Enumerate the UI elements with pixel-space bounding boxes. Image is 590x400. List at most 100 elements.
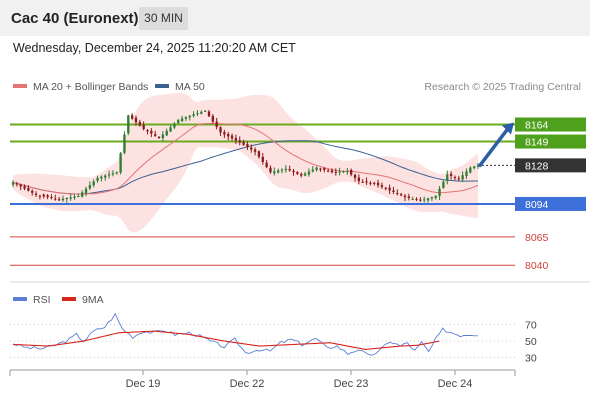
candle-body [23, 186, 26, 189]
candle-body [277, 170, 280, 173]
candle-body [380, 185, 384, 187]
candle-body [96, 177, 99, 181]
candle-body [472, 166, 476, 169]
candle-body [261, 156, 264, 162]
chart-datetime: Wednesday, December 24, 2025 11:20:20 AM… [13, 41, 296, 55]
ma50-legend-swatch [155, 84, 169, 88]
candle-body [423, 199, 426, 201]
rsi-tick-label: 70 [525, 319, 537, 331]
candle-body [311, 169, 314, 172]
candle-body [242, 141, 245, 145]
rsi-ma-legend-swatch [62, 297, 76, 301]
timeframe-button[interactable]: 30 MIN [139, 7, 188, 30]
candle-body [157, 136, 161, 139]
candle-body [73, 196, 76, 198]
candle-body [323, 167, 326, 170]
forecast-arrow-head [502, 122, 514, 135]
candle-body [215, 121, 218, 128]
candle-body [357, 177, 361, 182]
x-tick-label: Dec 19 [126, 378, 161, 390]
bollinger-band [13, 92, 478, 233]
rsi-ma-line [12, 330, 440, 350]
candle-body [426, 198, 430, 201]
candle-body [238, 140, 241, 143]
candle-body [376, 182, 380, 186]
x-tick-label: Dec 24 [438, 378, 473, 390]
candle-body [134, 117, 138, 123]
rsi-legend-label: RSI [33, 294, 51, 306]
candle-body [42, 194, 45, 197]
candle-body [257, 151, 261, 157]
candle-body [180, 118, 184, 122]
candle-body [403, 195, 407, 198]
candle-body [296, 172, 299, 174]
candle-body [346, 171, 349, 173]
candle-body [107, 174, 111, 176]
candle-body [319, 168, 322, 170]
price-tag-label-8164: 8164 [525, 120, 549, 132]
research-credit: Research © 2025 Trading Central [424, 81, 581, 93]
candle-body [453, 177, 457, 179]
candle-body [127, 115, 130, 134]
level-label-8040: 8040 [525, 260, 549, 272]
rsi-legend-swatch [13, 297, 27, 301]
candle-body [407, 196, 410, 198]
price-chart: 8164 8149 8128 8094 8065 8040 [10, 92, 586, 272]
level-label-8065: 8065 [525, 232, 549, 244]
candle-body [273, 171, 276, 174]
candle-body [31, 190, 34, 193]
price-tag-label-8149: 8149 [525, 137, 549, 149]
candle-body [77, 196, 80, 198]
candle-body [177, 119, 180, 123]
candle-body [150, 130, 153, 134]
candle-body [146, 130, 149, 132]
candle-body [138, 122, 141, 126]
candle-body [342, 171, 345, 173]
candle-body [307, 171, 311, 175]
candle-body [223, 132, 226, 135]
candle-body [269, 167, 272, 173]
price-tag-8128 [515, 158, 586, 173]
rsi-line [12, 312, 478, 356]
price-tag-label-8128: 8128 [525, 160, 549, 172]
candle-body [211, 116, 214, 122]
rsi-tick-label: 50 [525, 336, 537, 348]
candle-body [130, 115, 134, 119]
candle-body [446, 174, 449, 181]
bollinger-legend-swatch [13, 84, 27, 88]
candle-body [92, 181, 95, 186]
candle-body [438, 188, 441, 197]
candle-body [203, 110, 207, 112]
candle-body [442, 181, 445, 188]
candle-body [88, 185, 92, 189]
candle-body [57, 199, 61, 201]
candle-body [461, 175, 464, 180]
candle-body [227, 134, 230, 137]
candle-body [27, 187, 30, 191]
candle-body [365, 181, 368, 183]
candle-body [457, 178, 460, 180]
candle-body [69, 197, 72, 199]
candle-body [165, 130, 168, 136]
candle-body [188, 115, 191, 118]
x-axis: Dec 19 Dec 22 Dec 23 Dec 24 [126, 370, 473, 390]
price-tag-8149 [515, 134, 586, 149]
candle-body [61, 198, 65, 201]
candle-body [430, 197, 434, 199]
candle-body [388, 187, 391, 191]
candle-body [230, 135, 234, 139]
candle-body [330, 170, 334, 173]
candle-body [392, 190, 395, 193]
x-tick-label: Dec 23 [334, 378, 369, 390]
candle-body [54, 198, 57, 200]
candle-body [469, 167, 472, 173]
candle-body [288, 169, 291, 171]
candle-body [15, 183, 19, 185]
candle-body [361, 181, 364, 183]
candle-body [219, 127, 222, 133]
candle-body [384, 187, 387, 189]
ma50-legend-label: MA 50 [175, 81, 205, 93]
candle-body [34, 193, 38, 195]
candle-body [334, 171, 337, 173]
candle-body [415, 198, 418, 200]
